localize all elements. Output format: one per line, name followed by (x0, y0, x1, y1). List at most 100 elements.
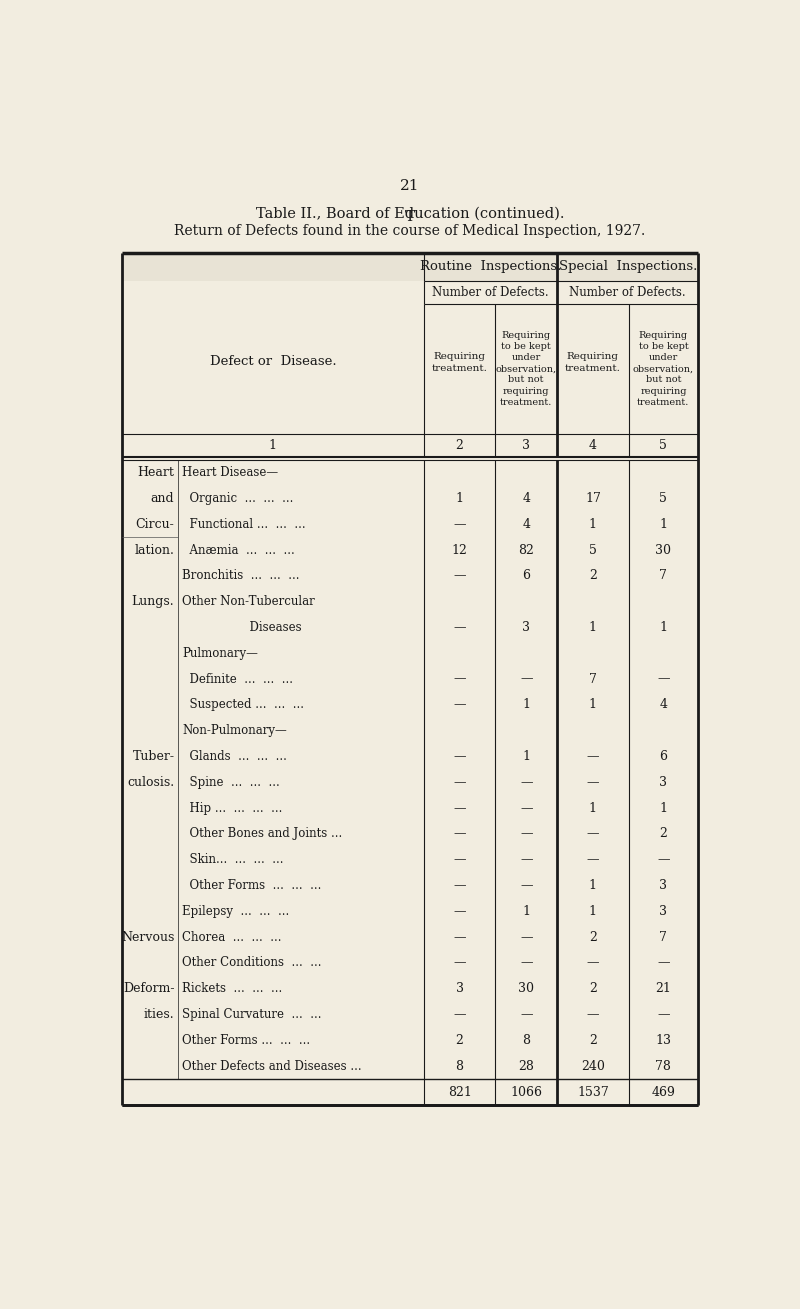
Text: —: — (586, 827, 599, 840)
Text: ities.: ities. (144, 1008, 174, 1021)
Text: 5: 5 (659, 439, 667, 452)
Text: 1: 1 (269, 439, 277, 452)
Text: 2: 2 (589, 931, 597, 944)
Text: 7: 7 (659, 931, 667, 944)
Text: 17: 17 (585, 492, 601, 505)
Text: 2: 2 (589, 1034, 597, 1047)
Text: —: — (454, 673, 466, 686)
Text: 1: 1 (522, 699, 530, 711)
Text: 3: 3 (522, 439, 530, 452)
Text: —: — (454, 880, 466, 891)
Text: —: — (454, 957, 466, 970)
Text: 8: 8 (522, 1034, 530, 1047)
Text: 1: 1 (589, 699, 597, 711)
Text: —: — (454, 699, 466, 711)
Text: —: — (454, 518, 466, 530)
Text: Other Bones and Joints ...: Other Bones and Joints ... (182, 827, 342, 840)
Text: 4: 4 (589, 439, 597, 452)
Text: 3: 3 (659, 776, 667, 789)
Text: 3: 3 (456, 982, 464, 995)
Text: —: — (454, 853, 466, 867)
Text: Table II., Board of Education (continued).: Table II., Board of Education (continued… (256, 207, 564, 220)
Text: Anæmia  ...  ...  ...: Anæmia ... ... ... (182, 543, 295, 556)
Text: 4: 4 (659, 699, 667, 711)
Text: —: — (520, 801, 533, 814)
Text: Defect or  Disease.: Defect or Disease. (210, 355, 336, 368)
Text: 1066: 1066 (510, 1085, 542, 1098)
Text: Requiring
treatment.: Requiring treatment. (432, 352, 487, 373)
Text: 30: 30 (655, 543, 671, 556)
Text: Number of Defects.: Number of Defects. (570, 287, 686, 298)
Text: 30: 30 (518, 982, 534, 995)
Text: Tuber-: Tuber- (133, 750, 174, 763)
Text: 3: 3 (659, 905, 667, 918)
Text: Nervous: Nervous (121, 931, 174, 944)
Text: Other Defects and Diseases ...: Other Defects and Diseases ... (182, 1060, 362, 1073)
Text: Other Non-Tubercular: Other Non-Tubercular (182, 596, 315, 609)
Text: 82: 82 (518, 543, 534, 556)
Text: 6: 6 (659, 750, 667, 763)
Text: 28: 28 (518, 1060, 534, 1073)
Text: —: — (520, 931, 533, 944)
Text: 2: 2 (589, 569, 597, 583)
Text: 4: 4 (522, 518, 530, 530)
Text: Requiring
treatment.: Requiring treatment. (565, 352, 621, 373)
Text: —: — (454, 905, 466, 918)
Text: Other Forms ...  ...  ...: Other Forms ... ... ... (182, 1034, 310, 1047)
Text: Definite  ...  ...  ...: Definite ... ... ... (182, 673, 293, 686)
Text: 1: 1 (659, 518, 667, 530)
Text: Spine  ...  ...  ...: Spine ... ... ... (182, 776, 280, 789)
Text: Heart: Heart (138, 466, 174, 479)
Text: 821: 821 (448, 1085, 471, 1098)
Text: Glands  ...  ...  ...: Glands ... ... ... (182, 750, 287, 763)
Text: 1: 1 (589, 518, 597, 530)
Text: —: — (586, 776, 599, 789)
Text: Non-Pulmonary—: Non-Pulmonary— (182, 724, 287, 737)
Text: —: — (454, 827, 466, 840)
Text: 7: 7 (659, 569, 667, 583)
Text: —: — (520, 673, 533, 686)
Text: —: — (520, 827, 533, 840)
Text: —: — (520, 1008, 533, 1021)
Text: 21: 21 (655, 982, 671, 995)
Text: Number of Defects.: Number of Defects. (432, 287, 549, 298)
Text: 240: 240 (581, 1060, 605, 1073)
Text: —: — (657, 673, 670, 686)
Text: Diseases: Diseases (182, 620, 302, 634)
Text: Heart Disease—: Heart Disease— (182, 466, 278, 479)
Text: Lungs.: Lungs. (132, 596, 174, 609)
Text: 13: 13 (655, 1034, 671, 1047)
Text: —: — (520, 957, 533, 970)
Text: —: — (586, 1008, 599, 1021)
Text: 5: 5 (589, 543, 597, 556)
Text: —: — (657, 853, 670, 867)
Text: —: — (657, 1008, 670, 1021)
Text: 2: 2 (659, 827, 667, 840)
Text: —: — (454, 620, 466, 634)
Text: 3: 3 (659, 880, 667, 891)
Text: Spinal Curvature  ...  ...: Spinal Curvature ... ... (182, 1008, 322, 1021)
Text: Skin...  ...  ...  ...: Skin... ... ... ... (182, 853, 284, 867)
Text: 6: 6 (522, 569, 530, 583)
Text: —: — (520, 776, 533, 789)
Text: —: — (520, 880, 533, 891)
Text: Rickets  ...  ...  ...: Rickets ... ... ... (182, 982, 282, 995)
Text: —: — (454, 569, 466, 583)
Text: —: — (454, 750, 466, 763)
Text: Hip ...  ...  ...  ...: Hip ... ... ... ... (182, 801, 282, 814)
Text: 2: 2 (456, 1034, 463, 1047)
Text: Suspected ...  ...  ...: Suspected ... ... ... (182, 699, 304, 711)
Text: Epilepsy  ...  ...  ...: Epilepsy ... ... ... (182, 905, 290, 918)
Text: Functional ...  ...  ...: Functional ... ... ... (182, 518, 306, 530)
Text: culosis.: culosis. (127, 776, 174, 789)
Text: 21: 21 (400, 179, 420, 194)
Text: Other Conditions  ...  ...: Other Conditions ... ... (182, 957, 322, 970)
Text: Circu-: Circu- (136, 518, 174, 530)
Text: —: — (454, 801, 466, 814)
Text: 1: 1 (659, 801, 667, 814)
Text: —: — (586, 853, 599, 867)
Text: Chorea  ...  ...  ...: Chorea ... ... ... (182, 931, 282, 944)
Text: 1: 1 (589, 905, 597, 918)
Text: Special  Inspections.: Special Inspections. (558, 260, 697, 274)
Text: Organic  ...  ...  ...: Organic ... ... ... (182, 492, 294, 505)
